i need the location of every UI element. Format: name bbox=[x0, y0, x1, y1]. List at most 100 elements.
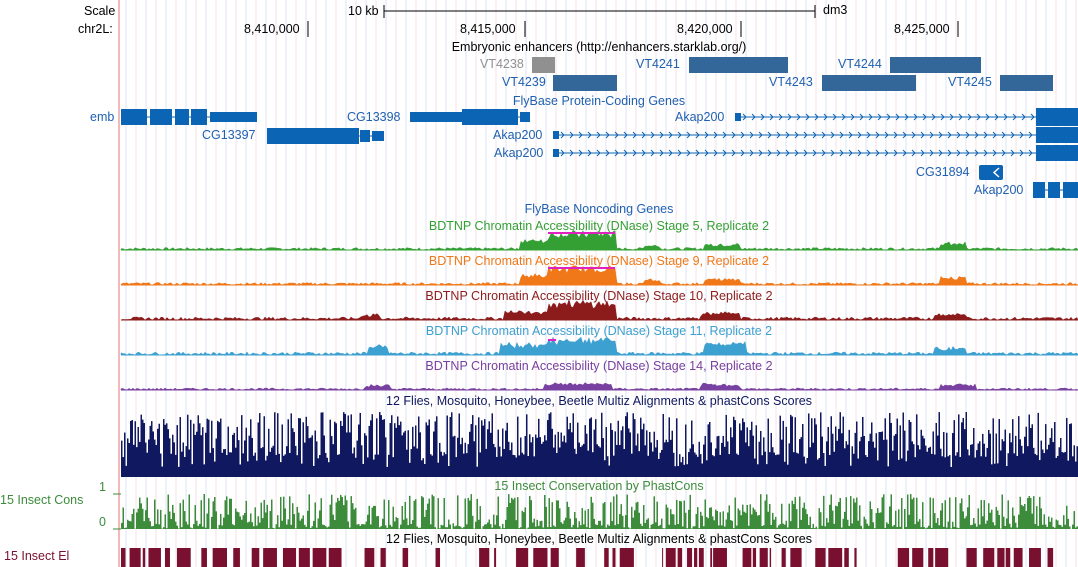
conservation-bar bbox=[695, 514, 697, 529]
multiz-bar bbox=[304, 442, 306, 477]
multiz-bar bbox=[949, 455, 951, 477]
conservation-bar bbox=[437, 498, 439, 529]
conservation-bar bbox=[550, 527, 552, 529]
enhancer-label[interactable]: VT4239 bbox=[502, 75, 546, 89]
multiz-bar bbox=[907, 450, 909, 477]
gene-label-cg13398[interactable]: CG13398 bbox=[347, 110, 401, 124]
conservation-side-label[interactable]: 15 Insect Cons bbox=[0, 493, 84, 507]
conservation-bar bbox=[647, 518, 649, 529]
gene-label-akap200[interactable]: Akap200 bbox=[974, 183, 1024, 197]
enhancer-label[interactable]: VT4238 bbox=[480, 57, 524, 71]
enhancer-label[interactable]: VT4245 bbox=[948, 75, 992, 89]
conservation-bar bbox=[533, 518, 535, 529]
conservation-bar bbox=[692, 526, 694, 529]
conservation-bar bbox=[497, 496, 499, 529]
multiz-bar bbox=[1027, 446, 1029, 477]
elements-track-title[interactable]: 12 Flies, Mosquito, Honeybee, Beetle Mul… bbox=[386, 532, 812, 546]
gene-label-cg13397[interactable]: CG13397 bbox=[202, 128, 256, 142]
conservation-bar bbox=[658, 525, 660, 529]
dnase-track-title[interactable]: BDTNP Chromatin Accessibility (DNase) St… bbox=[428, 254, 770, 268]
conservation-bar bbox=[758, 515, 760, 529]
gene-label-emb[interactable]: emb bbox=[90, 110, 115, 124]
enhancer-label[interactable]: VT4241 bbox=[636, 57, 680, 71]
multiz-bar bbox=[799, 439, 801, 477]
multiz-track-title[interactable]: 12 Flies, Mosquito, Honeybee, Beetle Mul… bbox=[386, 394, 812, 408]
multiz-bar bbox=[502, 428, 504, 477]
genes-track-title[interactable]: FlyBase Protein-Coding Genes bbox=[512, 94, 686, 108]
enhancer-track-title[interactable]: Embryonic enhancers (http://enhancers.st… bbox=[451, 40, 747, 54]
dnase-track-title[interactable]: BDTNP Chromatin Accessibility (DNase) St… bbox=[425, 359, 773, 373]
dnase-track-title[interactable]: BDTNP Chromatin Accessibility (DNase) St… bbox=[425, 324, 773, 338]
multiz-bar bbox=[809, 447, 811, 477]
strand-arrow bbox=[659, 149, 664, 157]
conservation-bar bbox=[187, 524, 189, 529]
multiz-bar bbox=[824, 465, 826, 477]
conservation-bar bbox=[193, 524, 195, 529]
gene-label-akap200[interactable]: Akap200 bbox=[675, 110, 725, 124]
dnase-track-title[interactable]: BDTNP Chromatin Accessibility (DNase) St… bbox=[428, 219, 770, 233]
conservation-bar bbox=[229, 498, 231, 529]
strand-arrow bbox=[974, 149, 979, 157]
conservation-bar bbox=[925, 528, 927, 529]
enhancer-label[interactable]: VT4244 bbox=[838, 57, 882, 71]
strand-arrow bbox=[1012, 113, 1017, 121]
conservation-bar bbox=[701, 515, 703, 529]
conservation-bar bbox=[803, 502, 805, 529]
strand-arrow bbox=[1019, 149, 1024, 157]
gene-label-akap200[interactable]: Akap200 bbox=[494, 146, 544, 160]
gene-label-akap200[interactable]: Akap200 bbox=[493, 128, 543, 142]
gene-label-cg31894[interactable]: CG31894 bbox=[916, 165, 970, 179]
multiz-bar bbox=[685, 424, 687, 477]
dnase-track-title[interactable]: BDTNP Chromatin Accessibility (DNase) St… bbox=[425, 289, 773, 303]
multiz-bar bbox=[349, 432, 351, 477]
conservation-bar bbox=[529, 495, 531, 529]
conservation-bar bbox=[586, 527, 588, 529]
strand-arrow bbox=[875, 149, 880, 157]
multiz-bar bbox=[643, 423, 645, 477]
conservation-bar bbox=[283, 496, 285, 529]
conservation-bar bbox=[812, 523, 814, 529]
strand-arrow bbox=[650, 149, 655, 157]
conservation-track-title[interactable]: 15 Insect Conservation by PhastCons bbox=[494, 479, 704, 493]
multiz-bar bbox=[296, 455, 298, 477]
multiz-bar bbox=[988, 429, 990, 477]
multiz-bar bbox=[832, 433, 834, 477]
noncoding-track-title[interactable]: FlyBase Noncoding Genes bbox=[524, 202, 674, 216]
multiz-bar bbox=[601, 412, 603, 477]
conservation-bar bbox=[754, 509, 756, 529]
conservation-bar bbox=[1040, 508, 1042, 529]
multiz-bar bbox=[397, 416, 399, 477]
multiz-bar bbox=[740, 430, 742, 477]
enhancer-label[interactable]: VT4243 bbox=[769, 75, 813, 89]
conservation-bar bbox=[923, 527, 925, 529]
conservation-bar bbox=[908, 514, 910, 529]
elements-side-label[interactable]: 15 Insect El bbox=[4, 549, 70, 563]
strand-arrow bbox=[778, 113, 783, 121]
multiz-bar bbox=[598, 446, 600, 477]
conservation-bar bbox=[1039, 496, 1041, 529]
strand-arrow bbox=[677, 149, 682, 157]
multiz-bar bbox=[542, 441, 544, 477]
conservation-bar bbox=[514, 497, 516, 529]
multiz-bar bbox=[457, 437, 459, 477]
conservation-bar bbox=[919, 519, 921, 529]
conservation-bar bbox=[506, 506, 508, 529]
multiz-bar bbox=[332, 444, 334, 477]
multiz-bar bbox=[161, 466, 163, 477]
gene-exon bbox=[1033, 182, 1045, 198]
conservation-bar bbox=[641, 526, 643, 529]
conservation-bar bbox=[233, 525, 235, 529]
conservation-bar bbox=[479, 506, 481, 529]
multiz-bar bbox=[814, 418, 816, 477]
multiz-bar bbox=[449, 416, 451, 477]
conservation-bar bbox=[266, 504, 268, 529]
conservation-bar bbox=[607, 524, 609, 529]
chrom-label: chr2L: bbox=[78, 22, 113, 36]
conservation-bar bbox=[301, 518, 303, 529]
multiz-bar bbox=[788, 443, 790, 477]
multiz-bar bbox=[370, 420, 372, 477]
conservation-bar bbox=[211, 516, 213, 529]
conservation-bar bbox=[512, 499, 514, 529]
conservation-bar bbox=[305, 526, 307, 529]
